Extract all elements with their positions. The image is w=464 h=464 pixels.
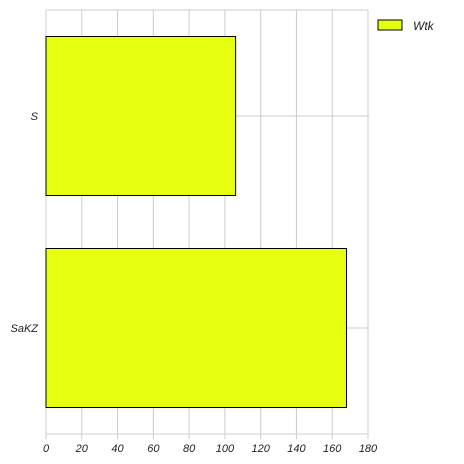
x-tick-label: 80 xyxy=(183,443,196,455)
x-tick-label: 140 xyxy=(287,443,306,455)
x-tick-label: 120 xyxy=(251,443,270,455)
legend-label: Wtk xyxy=(413,19,435,33)
x-tick-label: 100 xyxy=(216,443,235,455)
bar-sakz xyxy=(45,248,348,408)
x-tick-label: 160 xyxy=(323,443,342,455)
bar-s xyxy=(45,36,237,196)
axes: 0 20 40 60 80 100 120 140 160 180 S SaKZ xyxy=(10,111,378,455)
x-tick-label: 180 xyxy=(359,443,378,455)
y-tick-label: SaKZ xyxy=(10,323,39,335)
x-tick-label: 60 xyxy=(147,443,160,455)
legend: Wtk xyxy=(377,19,435,33)
x-tick-label: 20 xyxy=(75,443,89,455)
y-tick-label: S xyxy=(31,111,39,123)
bars xyxy=(45,36,348,408)
x-tick-label: 0 xyxy=(43,443,50,455)
legend-swatch xyxy=(377,19,403,31)
x-tick-label: 40 xyxy=(111,443,124,455)
